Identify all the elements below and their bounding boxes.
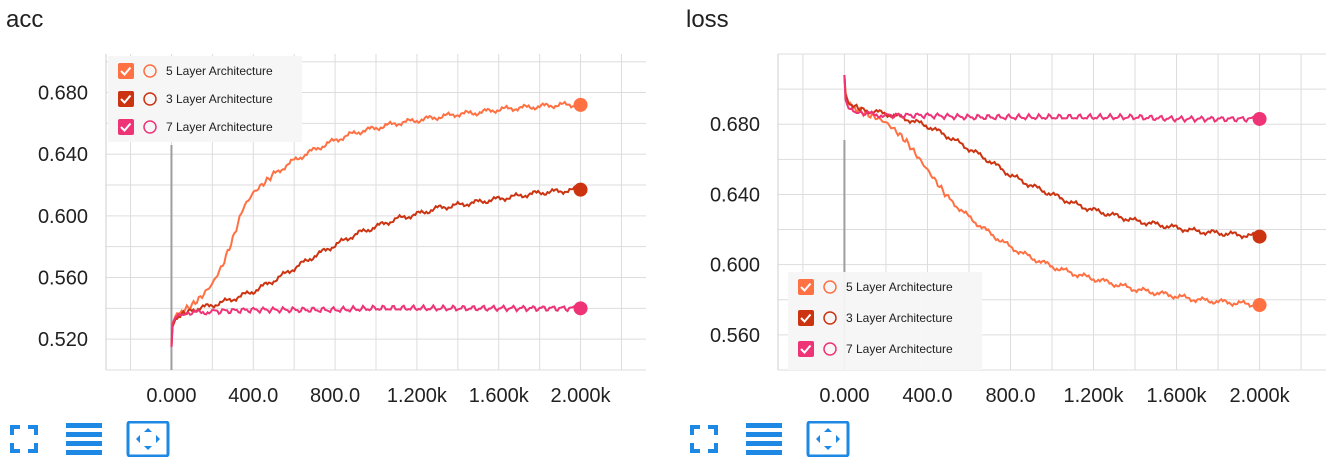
x-tick-label: 0.000 bbox=[819, 385, 869, 407]
series-line bbox=[170, 185, 581, 347]
check-icon bbox=[120, 122, 132, 132]
legend: 5 Layer Architecture 3 Layer Architecture… bbox=[108, 56, 302, 142]
x-tick-label: 1.600k bbox=[469, 385, 530, 407]
y-tick-label: 0.680 bbox=[710, 114, 760, 136]
legend-item: 5 Layer Architecture bbox=[798, 279, 953, 295]
legend-checkbox bbox=[798, 279, 814, 295]
legend-swatch-icon bbox=[143, 120, 157, 134]
legend-item: 7 Layer Architecture bbox=[798, 341, 953, 357]
series-end-marker bbox=[1252, 229, 1267, 244]
legend-item: 5 Layer Architecture bbox=[118, 63, 273, 79]
legend-label: 3 Layer Architecture bbox=[166, 92, 273, 106]
legend-item: 3 Layer Architecture bbox=[118, 91, 273, 107]
x-tick-label: 800.0 bbox=[985, 385, 1035, 407]
fit-domain-icon[interactable] bbox=[806, 420, 850, 458]
legend-swatch-icon bbox=[823, 311, 837, 325]
check-icon bbox=[800, 313, 812, 323]
series-end-marker bbox=[573, 301, 588, 316]
check-icon bbox=[800, 282, 812, 292]
legend-box bbox=[788, 272, 982, 370]
fullscreen-icon[interactable] bbox=[686, 421, 722, 457]
legend-box bbox=[108, 56, 302, 142]
fullscreen-icon[interactable] bbox=[6, 421, 42, 457]
legend-swatch-icon bbox=[823, 280, 837, 294]
legend-swatch-icon bbox=[823, 342, 837, 356]
legend-checkbox bbox=[798, 310, 814, 326]
legend-label: 3 Layer Architecture bbox=[846, 311, 953, 325]
legend: 5 Layer Architecture 3 Layer Architecture… bbox=[788, 272, 982, 370]
legend-label: 5 Layer Architecture bbox=[166, 64, 273, 78]
loss-panel: loss 0.560 0.600 0.640 0.680 0.000 400.0 800.0… bbox=[680, 0, 1337, 467]
data-table-icon[interactable] bbox=[746, 421, 782, 457]
x-tick-label: 2.000k bbox=[1230, 385, 1291, 407]
y-tick-label: 0.560 bbox=[38, 268, 88, 290]
legend-label: 7 Layer Architecture bbox=[846, 342, 953, 356]
grid bbox=[778, 53, 1326, 371]
legend-label: 7 Layer Architecture bbox=[166, 120, 273, 134]
series-end-marker bbox=[1252, 298, 1267, 313]
y-tick-label: 0.600 bbox=[38, 206, 88, 228]
y-tick-label: 0.520 bbox=[38, 329, 88, 351]
series-line bbox=[843, 75, 1261, 309]
series-end-marker bbox=[1252, 111, 1267, 126]
data-table-icon[interactable] bbox=[66, 421, 102, 457]
y-tick-label: 0.640 bbox=[710, 184, 760, 206]
fit-domain-icon[interactable] bbox=[126, 420, 170, 458]
x-tick-label: 800.0 bbox=[310, 385, 360, 407]
y-tick-label: 0.640 bbox=[38, 144, 88, 166]
x-tick-label: 1.600k bbox=[1147, 385, 1208, 407]
legend-checkbox bbox=[118, 63, 134, 79]
x-tick-label: 400.0 bbox=[228, 385, 278, 407]
legend-checkbox bbox=[798, 341, 814, 357]
legend-item: 7 Layer Architecture bbox=[118, 119, 273, 135]
check-icon bbox=[800, 344, 812, 354]
legend-checkbox bbox=[118, 119, 134, 135]
x-tick-label: 1.200k bbox=[1063, 385, 1124, 407]
y-tick-label: 0.560 bbox=[710, 325, 760, 347]
y-tick-label: 0.680 bbox=[38, 83, 88, 105]
x-tick-label: 1.200k bbox=[387, 385, 448, 407]
loss-chart[interactable]: 0.560 0.600 0.640 0.680 0.000 400.0 800.0 1.200… bbox=[680, 0, 1337, 467]
series-line bbox=[170, 303, 581, 347]
x-tick-label: 400.0 bbox=[902, 385, 952, 407]
x-tick-label: 0.000 bbox=[146, 385, 196, 407]
series-line bbox=[843, 75, 1261, 240]
legend-label: 5 Layer Architecture bbox=[846, 280, 953, 294]
series-end-marker bbox=[573, 182, 588, 197]
legend-swatch-icon bbox=[143, 64, 157, 78]
series-line bbox=[843, 75, 1260, 124]
acc-chart[interactable]: 0.520 0.560 0.600 0.640 0.680 0.000 400.0 800.0… bbox=[0, 0, 660, 467]
acc-panel: acc 0.520 0.560 0.600 0.640 0.680 0.000 400.0 8… bbox=[0, 0, 660, 467]
series-line bbox=[170, 100, 582, 347]
x-tick-label: 2.000k bbox=[551, 385, 612, 407]
legend-item: 3 Layer Architecture bbox=[798, 310, 953, 326]
check-icon bbox=[120, 94, 132, 104]
legend-swatch-icon bbox=[143, 92, 157, 106]
chart-title: loss bbox=[686, 6, 729, 33]
check-icon bbox=[120, 66, 132, 76]
series-end-marker bbox=[573, 97, 588, 112]
chart-title: acc bbox=[6, 6, 44, 33]
y-tick-label: 0.600 bbox=[710, 255, 760, 277]
legend-checkbox bbox=[118, 91, 134, 107]
